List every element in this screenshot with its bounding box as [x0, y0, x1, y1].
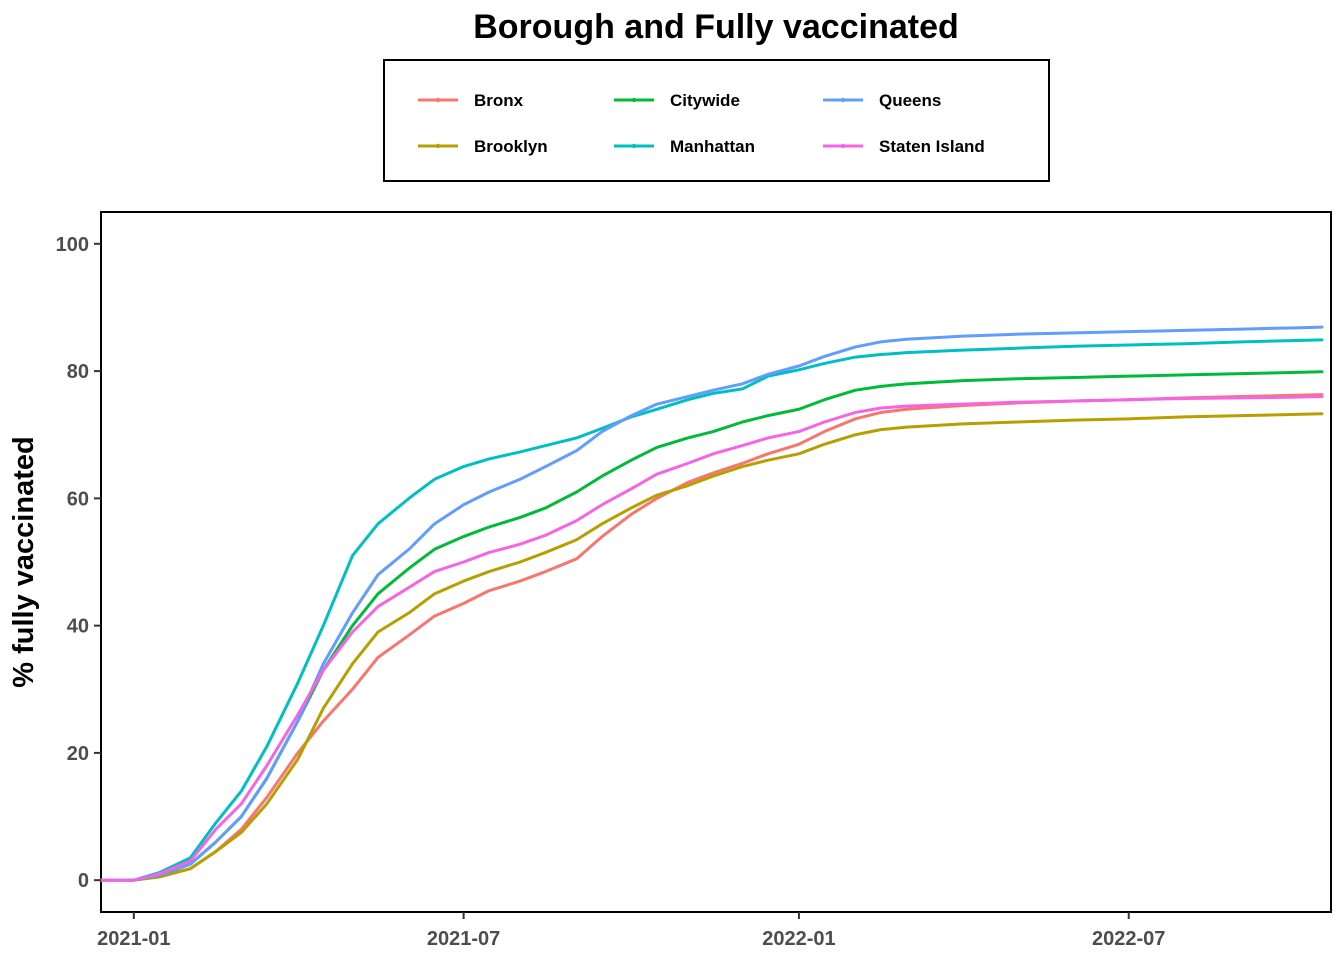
y-tick-label: 80: [67, 361, 89, 383]
legend-label-brooklyn: Brooklyn: [474, 137, 548, 156]
y-tick-label: 40: [67, 616, 89, 638]
legend-key-point-brooklyn: [435, 143, 441, 149]
x-tick-label: 2021-01: [97, 928, 170, 950]
legend-item-bronx: Bronx: [418, 91, 524, 110]
legend-label-staten-island: Staten Island: [879, 137, 985, 156]
legend-key-point-citywide: [631, 97, 637, 103]
chart-title: Borough and Fully vaccinated: [473, 8, 959, 46]
legend-label-citywide: Citywide: [670, 91, 740, 110]
y-axis: 0 20 40 60 80 100: [56, 234, 101, 892]
y-tick-label: 100: [56, 234, 89, 256]
y-tick-label: 60: [67, 488, 89, 510]
legend-label-manhattan: Manhattan: [670, 137, 755, 156]
legend-key-point-manhattan: [631, 143, 637, 149]
series-line-brooklyn: [99, 412, 1324, 882]
legend-label-queens: Queens: [879, 91, 941, 110]
legend-box: [383, 59, 1050, 182]
y-axis-title-group: % fully vaccinated: [8, 436, 40, 687]
plot-panel: [100, 211, 1332, 913]
legend-key-point-staten-island: [840, 143, 846, 149]
x-tick-label: 2021-07: [427, 928, 500, 950]
legend-item-queens: Queens: [823, 91, 941, 110]
series-layer: [99, 325, 1324, 882]
legend-label-bronx: Bronx: [474, 91, 524, 110]
series-line-queens: [99, 325, 1324, 882]
y-tick-label: 0: [78, 870, 89, 892]
x-axis: 2021-01 2021-07 2022-01 2022-07: [97, 912, 1165, 950]
legend-item-brooklyn: Brooklyn: [418, 137, 548, 156]
legend-item-citywide: Citywide: [614, 91, 740, 110]
y-tick-label: 20: [67, 743, 89, 765]
legend-item-manhattan: Manhattan: [614, 137, 755, 156]
series-line-staten-island: [99, 395, 1324, 882]
legend-key-point-queens: [840, 97, 846, 103]
x-tick-label: 2022-01: [762, 928, 835, 950]
legend: Bronx Brooklyn Citywide Manhattan Queens Stat…: [383, 59, 1050, 182]
x-tick-label: 2022-07: [1092, 928, 1165, 950]
y-axis-title: % fully vaccinated: [8, 436, 40, 687]
legend-key-point-bronx: [435, 97, 441, 103]
legend-item-staten-island: Staten Island: [823, 137, 985, 156]
